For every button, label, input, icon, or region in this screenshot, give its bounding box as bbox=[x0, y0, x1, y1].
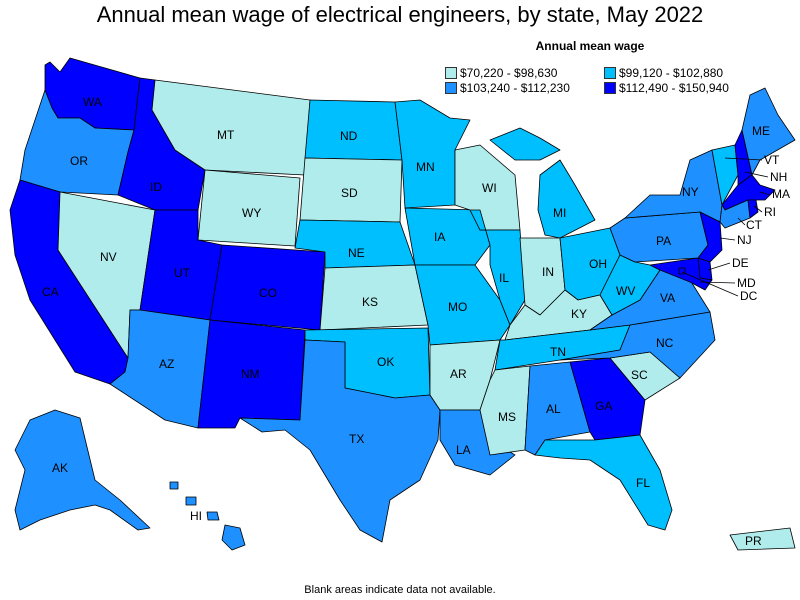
leader-de bbox=[707, 262, 731, 271]
state-mo[interactable] bbox=[414, 264, 511, 346]
label-md: MD bbox=[737, 276, 756, 290]
label-pr: PR bbox=[745, 534, 762, 548]
label-nm: NM bbox=[241, 367, 260, 381]
legend-item-tier4: $112,490 - $150,940 bbox=[604, 81, 729, 95]
label-sd: SD bbox=[341, 186, 358, 200]
label-la: LA bbox=[456, 443, 471, 457]
label-mn: MN bbox=[416, 160, 435, 174]
state-hi-maui[interactable] bbox=[206, 511, 220, 521]
leader-vt bbox=[724, 157, 763, 161]
label-al: AL bbox=[546, 402, 561, 416]
state-ri[interactable] bbox=[747, 199, 759, 219]
label-ms: MS bbox=[498, 410, 516, 424]
label-pa: PA bbox=[656, 234, 671, 248]
leader-ma bbox=[759, 191, 771, 196]
label-tn: TN bbox=[550, 345, 566, 359]
label-oh: OH bbox=[589, 257, 607, 271]
label-nj: NJ bbox=[737, 233, 752, 247]
legend-item-tier3: $103,240 - $112,230 bbox=[445, 81, 570, 95]
state-ak[interactable] bbox=[14, 409, 151, 531]
label-mt: MT bbox=[217, 128, 235, 142]
label-co: CO bbox=[259, 286, 277, 300]
state-fl[interactable] bbox=[534, 434, 673, 531]
legend-item-tier1: $70,220 - $98,630 bbox=[445, 66, 557, 80]
state-pr[interactable] bbox=[729, 527, 796, 551]
label-nh: NH bbox=[770, 170, 787, 184]
label-ga: GA bbox=[595, 399, 612, 413]
footnote: Blank areas indicate data not available. bbox=[304, 584, 496, 596]
label-de: DE bbox=[732, 256, 749, 270]
legend-swatch-tier3 bbox=[445, 82, 457, 94]
label-ct: CT bbox=[746, 218, 763, 232]
legend-label-tier3: $103,240 - $112,230 bbox=[460, 81, 570, 95]
label-ar: AR bbox=[450, 367, 467, 381]
state-hi-oahu[interactable] bbox=[185, 496, 197, 506]
legend-label-tier1: $70,220 - $98,630 bbox=[460, 66, 558, 80]
label-nv: NV bbox=[100, 250, 117, 264]
state-ia[interactable] bbox=[404, 207, 491, 266]
label-ne: NE bbox=[348, 246, 365, 260]
label-ak: AK bbox=[52, 461, 68, 475]
label-nd: ND bbox=[340, 129, 358, 143]
legend-item-tier2: $99,120 - $102,880 bbox=[604, 66, 723, 80]
legend-label-tier4: $112,490 - $150,940 bbox=[619, 81, 729, 95]
label-nc: NC bbox=[656, 336, 674, 350]
label-wv: WV bbox=[616, 284, 635, 298]
state-me[interactable] bbox=[741, 87, 796, 176]
label-ut: UT bbox=[174, 266, 191, 280]
legend-swatch-tier4 bbox=[604, 82, 616, 94]
label-ky: KY bbox=[571, 307, 587, 321]
label-hi: HI bbox=[190, 509, 202, 523]
state-hi-kauai[interactable] bbox=[169, 481, 179, 490]
label-ia: IA bbox=[434, 230, 445, 244]
leader-ct bbox=[737, 217, 746, 226]
label-wi: WI bbox=[482, 181, 497, 195]
state-mi-up[interactable] bbox=[489, 127, 561, 161]
legend-title: Annual mean wage bbox=[535, 39, 645, 53]
label-in: IN bbox=[542, 265, 554, 279]
label-vt: VT bbox=[764, 153, 780, 167]
state-tx[interactable] bbox=[239, 339, 441, 543]
legend-swatch-tier1 bbox=[445, 67, 457, 79]
page-title: Annual mean wage of electrical engineers… bbox=[96, 2, 704, 27]
label-ks: KS bbox=[362, 295, 378, 309]
leader-ri bbox=[753, 205, 763, 213]
label-wy: WY bbox=[242, 206, 261, 220]
label-me: ME bbox=[752, 124, 770, 138]
leader-dc bbox=[681, 271, 739, 297]
label-va: VA bbox=[660, 291, 675, 305]
label-tx: TX bbox=[349, 432, 364, 446]
label-ok: OK bbox=[377, 355, 394, 369]
label-mo: MO bbox=[448, 300, 467, 314]
label-il: IL bbox=[499, 271, 509, 285]
leader-nh bbox=[744, 171, 769, 178]
label-ca: CA bbox=[42, 285, 59, 299]
label-fl: FL bbox=[636, 476, 650, 490]
label-dc: DC bbox=[740, 289, 758, 303]
label-wa: WA bbox=[83, 95, 102, 109]
state-hi-big[interactable] bbox=[221, 524, 246, 551]
state-mi[interactable] bbox=[537, 159, 596, 239]
label-id: ID bbox=[150, 180, 162, 194]
state-il[interactable] bbox=[469, 209, 526, 326]
label-mi: MI bbox=[553, 206, 566, 220]
state-ny[interactable] bbox=[624, 149, 723, 223]
label-az: AZ bbox=[159, 357, 174, 371]
leader-nj bbox=[719, 237, 736, 241]
label-sc: SC bbox=[631, 368, 648, 382]
legend-label-tier2: $99,120 - $102,880 bbox=[619, 66, 724, 80]
label-ma: MA bbox=[772, 187, 790, 201]
label-or: OR bbox=[70, 154, 88, 168]
label-ri: RI bbox=[764, 205, 776, 219]
legend-swatch-tier2 bbox=[604, 67, 616, 79]
label-ny: NY bbox=[682, 185, 699, 199]
